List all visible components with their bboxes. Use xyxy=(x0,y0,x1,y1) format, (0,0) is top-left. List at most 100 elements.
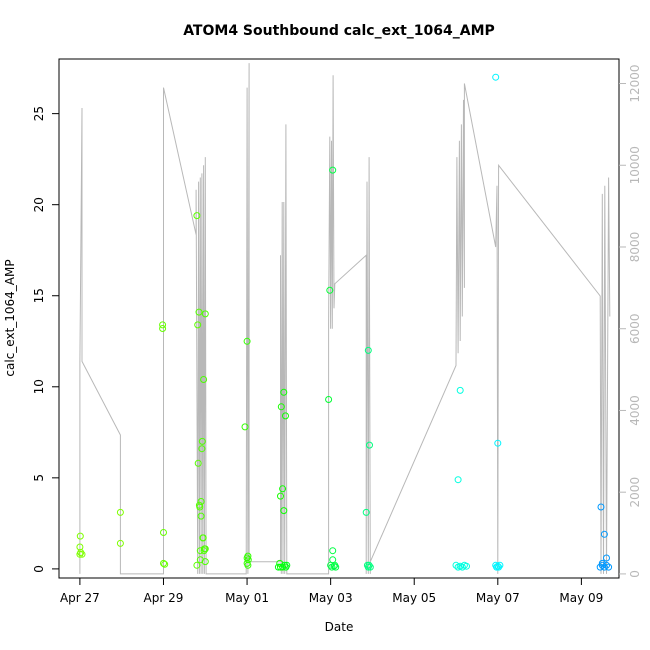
chart-title: ATOM4 Southbound calc_ext_1064_AMP xyxy=(183,23,495,39)
data-point xyxy=(603,554,610,562)
data-point xyxy=(194,459,202,467)
data-point xyxy=(195,308,203,316)
data-point xyxy=(280,507,288,515)
y-tick-label: 15 xyxy=(32,288,46,303)
data-point xyxy=(200,376,208,383)
x-tick-label: May 09 xyxy=(559,591,603,605)
data-point xyxy=(193,561,201,569)
data-point xyxy=(366,563,374,571)
data-point xyxy=(329,547,337,555)
y-tick-label: 20 xyxy=(32,197,46,212)
data-point xyxy=(326,286,334,294)
y-tick-label: 25 xyxy=(32,106,46,121)
data-point xyxy=(244,556,252,564)
data-point xyxy=(160,559,167,567)
data-point xyxy=(364,346,372,354)
data-point xyxy=(600,563,608,571)
x-tick-label: May 03 xyxy=(309,591,353,605)
data-point xyxy=(329,166,337,174)
data-point xyxy=(494,439,502,447)
data-point xyxy=(463,562,470,570)
secondary-y-axis: 0 2000 4000 6000 8000 10000 12000 xyxy=(619,64,642,578)
data-point xyxy=(201,310,209,318)
data-point xyxy=(241,423,249,431)
data-point xyxy=(596,563,604,571)
data-point xyxy=(159,321,167,329)
y2-tick-label: 6000 xyxy=(628,313,642,344)
y2-tick-label: 8000 xyxy=(628,232,642,263)
data-point xyxy=(452,561,460,569)
y-axis: 0 5 10 15 20 25 xyxy=(32,106,59,573)
data-point xyxy=(597,503,605,511)
data-point xyxy=(279,563,287,571)
y2-tick-label: 4000 xyxy=(628,395,642,426)
data-point xyxy=(277,492,284,500)
y-tick-label: 5 xyxy=(32,474,46,482)
data-point xyxy=(598,561,606,569)
data-point xyxy=(243,554,251,562)
data-point xyxy=(116,539,124,547)
data-point xyxy=(600,530,608,538)
data-point xyxy=(160,529,167,536)
data-point xyxy=(76,532,84,540)
y-tick-label: 0 xyxy=(32,565,46,573)
data-point xyxy=(201,558,209,566)
data-point xyxy=(197,512,205,520)
x-tick-label: May 01 xyxy=(225,591,269,605)
data-point xyxy=(78,550,86,558)
data-point xyxy=(332,563,340,571)
y-tick-label: 10 xyxy=(32,379,46,394)
data-point xyxy=(456,386,464,394)
data-point xyxy=(277,403,285,411)
data-point xyxy=(492,73,500,81)
plot-frame xyxy=(58,58,620,579)
data-point xyxy=(605,563,613,571)
data-point xyxy=(495,563,503,571)
y-axis-label: calc_ext_1064_AMP xyxy=(3,259,17,376)
x-tick-label: Apr 27 xyxy=(60,591,100,605)
data-point xyxy=(274,563,282,571)
data-point xyxy=(198,437,206,445)
data-point xyxy=(603,561,610,569)
data-point xyxy=(161,560,169,568)
data-point xyxy=(199,534,207,542)
data-point xyxy=(366,441,373,449)
data-point xyxy=(279,485,287,493)
data-point xyxy=(198,445,206,453)
y2-tick-label: 12000 xyxy=(628,64,642,102)
data-point xyxy=(365,561,373,569)
x-tick-label: May 07 xyxy=(476,591,520,605)
data-point xyxy=(201,545,209,553)
data-point xyxy=(325,396,333,403)
data-point xyxy=(496,561,504,569)
data-point xyxy=(116,508,124,516)
data-point xyxy=(243,337,251,345)
data-point xyxy=(281,561,289,569)
secondary-series-line xyxy=(79,63,611,575)
scatter-points xyxy=(76,73,613,571)
secondary-series xyxy=(79,63,611,575)
x-axis: Apr 27 Apr 29 May 01 May 03 May 05 May 07 May … xyxy=(60,577,603,605)
data-point xyxy=(454,476,462,484)
data-point xyxy=(282,412,289,420)
data-point xyxy=(159,325,167,332)
data-point xyxy=(77,549,85,556)
data-point xyxy=(280,388,288,396)
data-point xyxy=(283,561,291,569)
data-point xyxy=(598,559,606,567)
data-point xyxy=(493,563,501,571)
y2-tick-label: 2000 xyxy=(628,477,642,508)
data-point xyxy=(277,563,284,571)
x-tick-label: May 05 xyxy=(392,591,436,605)
data-point xyxy=(197,498,205,505)
y2-tick-label: 0 xyxy=(628,570,642,578)
data-point xyxy=(458,563,466,571)
y2-tick-label: 10000 xyxy=(628,146,642,184)
data-point xyxy=(193,212,201,220)
x-axis-label: Date xyxy=(325,620,354,634)
data-point xyxy=(194,321,202,329)
data-point xyxy=(362,508,370,516)
x-tick-label: Apr 29 xyxy=(144,591,184,605)
